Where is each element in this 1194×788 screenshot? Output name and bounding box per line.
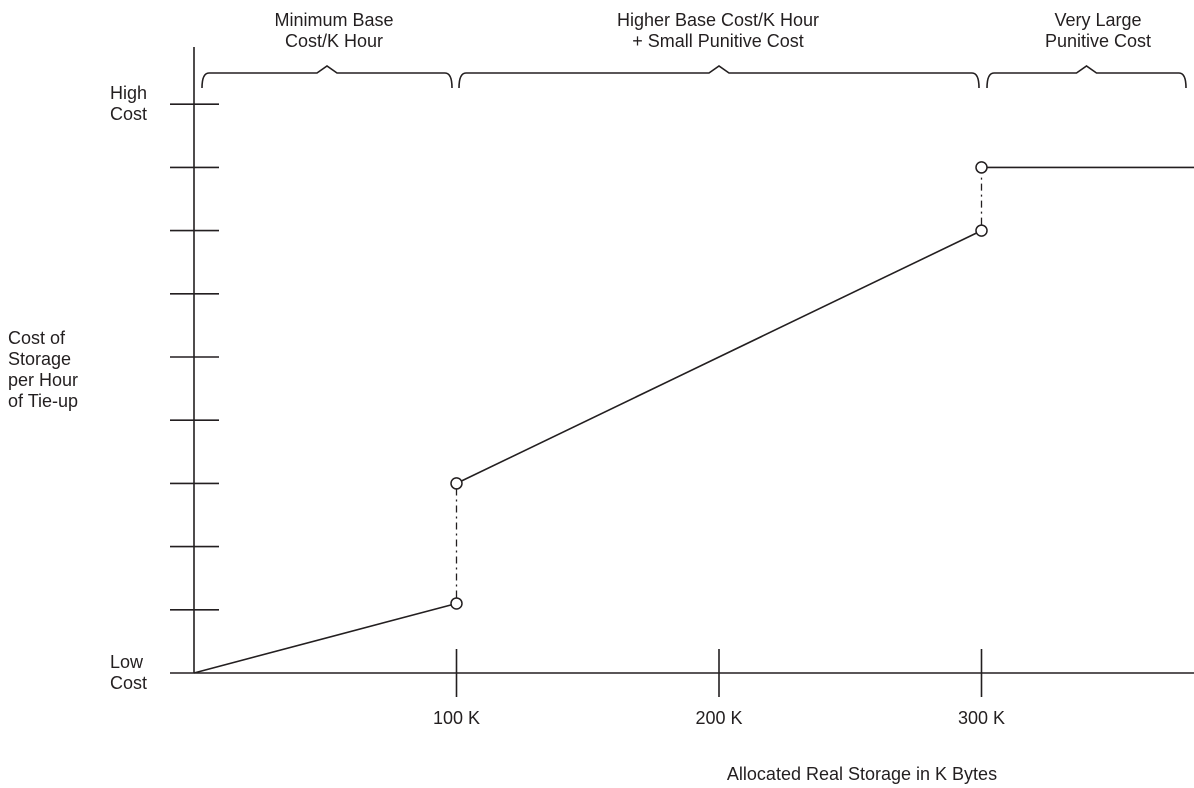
annotation-label-line: Cost/K Hour xyxy=(285,31,383,51)
series-segment xyxy=(193,602,457,674)
high-cost-label: High Cost xyxy=(110,83,147,124)
low-cost-label: Low Cost xyxy=(110,652,147,693)
y-axis-label: Cost of Storage per Hour of Tie-up xyxy=(8,328,78,411)
x-ticks: 100 K 200 K 300 K xyxy=(433,649,1005,728)
x-axis-label: Allocated Real Storage in K Bytes xyxy=(727,764,997,784)
y-axis-label-line: Cost of xyxy=(8,328,66,348)
annotation-brace xyxy=(986,65,1187,89)
y-axis-label-line: of Tie-up xyxy=(8,391,78,411)
cost-series xyxy=(193,161,1194,674)
annotation-brace xyxy=(458,65,980,89)
annotation-braces xyxy=(201,65,1187,89)
x-tick-label: 300 K xyxy=(958,708,1005,728)
low-cost-label-line: Cost xyxy=(110,673,147,693)
low-cost-label-line: Low xyxy=(110,652,144,672)
open-point xyxy=(450,597,463,610)
y-axis-label-line: Storage xyxy=(8,349,71,369)
high-cost-label-line: Cost xyxy=(110,104,147,124)
x-tick-label: 100 K xyxy=(433,708,480,728)
y-axis-label-line: per Hour xyxy=(8,370,78,390)
annotation-label-line: Very Large xyxy=(1054,10,1141,30)
open-point xyxy=(975,224,988,237)
annotation-label: Very Large Punitive Cost xyxy=(1045,10,1151,51)
high-cost-label-line: High xyxy=(110,83,147,103)
annotation-label: Higher Base Cost/K Hour + Small Punitive … xyxy=(617,10,819,51)
open-point xyxy=(450,477,463,490)
annotation-brace xyxy=(201,65,453,89)
axes xyxy=(170,47,1194,674)
y-ticks xyxy=(170,103,219,611)
annotation-label-line: Punitive Cost xyxy=(1045,31,1151,51)
annotation-label-line: Higher Base Cost/K Hour xyxy=(617,10,819,30)
open-point xyxy=(975,161,988,174)
series-segment xyxy=(456,229,982,485)
annotation-label: Minimum Base Cost/K Hour xyxy=(274,10,393,51)
annotation-label-line: + Small Punitive Cost xyxy=(632,31,804,51)
annotation-label-line: Minimum Base xyxy=(274,10,393,30)
x-tick-label: 200 K xyxy=(695,708,742,728)
